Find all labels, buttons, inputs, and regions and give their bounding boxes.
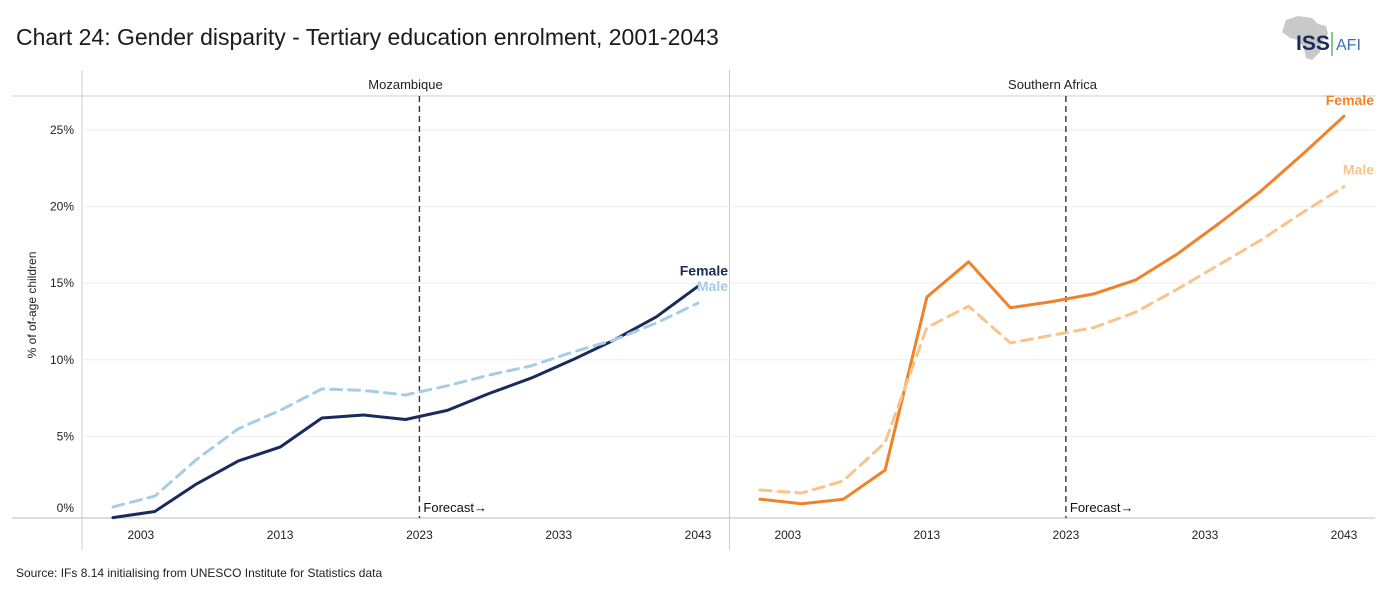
x-tick-label: 2013 bbox=[267, 528, 294, 542]
x-tick-label: 2033 bbox=[545, 528, 572, 542]
forecast-label: Forecast→ bbox=[423, 500, 487, 515]
x-tick-label: 2043 bbox=[685, 528, 712, 542]
source-note: Source: IFs 8.14 initialising from UNESC… bbox=[16, 566, 383, 580]
y-tick-label: 5% bbox=[57, 429, 75, 443]
africa-map-icon: ISS AFI bbox=[1282, 16, 1361, 60]
series-line-female bbox=[758, 114, 1346, 506]
x-tick-label: 2013 bbox=[914, 528, 941, 542]
panel-title: Mozambique bbox=[368, 77, 442, 92]
panel-southern-africa: Southern Africa 2003 2013 2023 2033 2043 Forec… bbox=[758, 77, 1374, 542]
chart-title: Chart 24: Gender disparity - Tertiary ed… bbox=[16, 24, 719, 50]
series-label-male: Male bbox=[1343, 162, 1374, 178]
x-tick-label: 2003 bbox=[128, 528, 155, 542]
series-line-female bbox=[111, 284, 700, 520]
forecast-label: Forecast→ bbox=[1070, 500, 1134, 515]
logo-left-text: ISS bbox=[1296, 32, 1330, 55]
series-label-female: Female bbox=[680, 262, 728, 278]
y-tick-label: 20% bbox=[50, 200, 74, 214]
series-line-male bbox=[111, 301, 700, 509]
x-tick-label: 2003 bbox=[774, 528, 801, 542]
series-label-female: Female bbox=[1326, 92, 1374, 108]
series-line-male bbox=[758, 185, 1346, 495]
logo-right-text: AFI bbox=[1336, 37, 1361, 54]
x-tick-label: 2033 bbox=[1192, 528, 1219, 542]
x-tick-label: 2043 bbox=[1331, 528, 1358, 542]
y-tick-label: 0% bbox=[57, 501, 75, 515]
panel-mozambique: Mozambique 2003 2013 2023 2033 2043 Forecast→ F… bbox=[111, 77, 728, 542]
panel-title: Southern Africa bbox=[1008, 77, 1098, 92]
y-axis-label: % of of-age children bbox=[25, 252, 39, 359]
x-tick-label: 2023 bbox=[406, 528, 433, 542]
y-tick-label: 15% bbox=[50, 276, 74, 290]
x-tick-label: 2023 bbox=[1053, 528, 1080, 542]
iss-afi-logo: ISS AFI bbox=[1276, 12, 1372, 64]
y-tick-label: 25% bbox=[50, 123, 74, 137]
y-tick-label: 10% bbox=[50, 353, 74, 367]
series-label-male: Male bbox=[697, 278, 728, 294]
